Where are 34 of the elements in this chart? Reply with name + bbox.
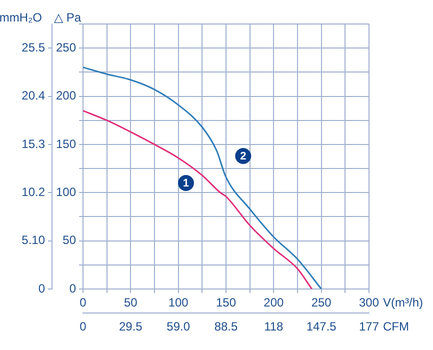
y-tick-label: 250 xyxy=(56,40,76,54)
x-tick-label: 250 xyxy=(311,296,332,310)
x-tick-label: 200 xyxy=(264,296,284,310)
x2-tick-label: 147.5 xyxy=(306,320,337,334)
x-axis-title: V(m³/h) xyxy=(383,295,423,310)
y-tick-label: 200 xyxy=(56,88,76,103)
x2-tick-label: 29.5 xyxy=(118,320,143,334)
x-tick-label: 300 xyxy=(358,296,380,310)
x-tick-label: 50 xyxy=(124,296,138,310)
x2-tick-label: 88.5 xyxy=(214,320,238,334)
y2-axis-title: mmH₂O xyxy=(0,10,42,24)
y2-tick-label: 15.3 xyxy=(22,136,46,151)
x-tick-label: 100 xyxy=(168,296,189,310)
y2-tick-label: 25.5 xyxy=(22,40,46,54)
x-tick-label: 150 xyxy=(216,296,236,310)
x2-tick-label: 59.0 xyxy=(166,320,190,334)
x2-axis-title: CFM xyxy=(383,319,409,334)
annotation: 1 xyxy=(182,178,190,190)
y-axis-title: △ Pa xyxy=(54,10,82,24)
y-tick-label: 0 xyxy=(69,281,76,296)
y2-tick-label: 10.2 xyxy=(22,184,46,199)
x2-tick-label: 0 xyxy=(80,320,87,334)
line-series xyxy=(83,110,313,289)
y2-tick-label: 5.10 xyxy=(22,233,46,248)
y-tick-label: 50 xyxy=(62,233,76,248)
x-tick-label: 0 xyxy=(80,296,87,310)
annotation: 2 xyxy=(240,150,246,163)
line-series xyxy=(83,66,322,289)
x2-tick-label: 118 xyxy=(264,320,284,334)
x2-tick-label: 177 xyxy=(358,320,380,334)
y2-tick-label: 0 xyxy=(38,281,46,296)
y2-tick-label: 20.4 xyxy=(22,88,46,103)
y-tick-label: 100 xyxy=(56,184,76,199)
y-tick-label: 150 xyxy=(56,136,76,151)
